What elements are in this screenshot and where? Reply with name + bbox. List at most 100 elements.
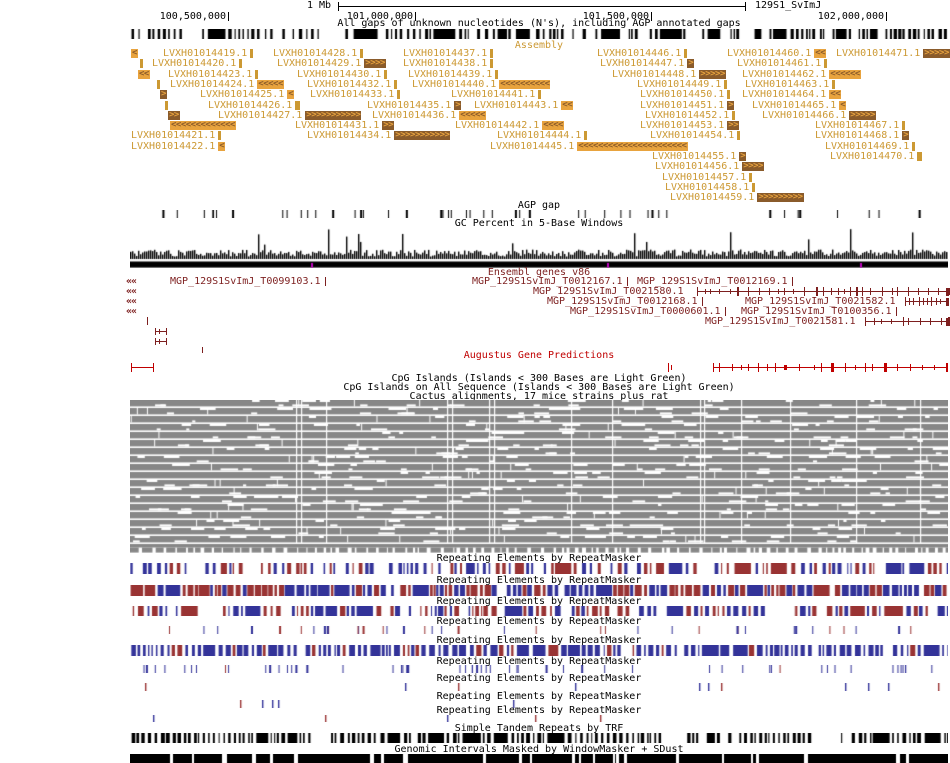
assembly-item-LVXH01014422.1[interactable]: LVXH01014422.1 <: [131, 142, 226, 152]
assembly-item-LVXH01014423.1[interactable]: LVXH01014423.1: [168, 70, 259, 80]
assembly-item-LVXH01014428.1[interactable]: LVXH01014428.1: [273, 49, 364, 59]
cactus-track-title[interactable]: Cactus alignments, 17 mice strains plus …: [409, 391, 669, 402]
agp-gap-track-canvas[interactable]: [130, 210, 948, 218]
assembly-item[interactable]: <<<<<<<<<<<<<: [170, 121, 236, 130]
assembly-item-LVXH01014470.1[interactable]: LVXH01014470.1: [830, 152, 923, 162]
gene-label-MGP_129S1SvImJ_T0012168.1[interactable]: MGP_129S1SvImJ_T0012168.1: [547, 297, 703, 307]
assembly-item[interactable]: >: [160, 90, 167, 99]
gene-label-MGP_129S1SvImJ_T0012169.1[interactable]: MGP_129S1SvImJ_T0012169.1: [637, 277, 793, 287]
assembly-item-LVXH01014436.1[interactable]: LVXH01014436.1 <<<<<: [372, 111, 486, 121]
assembly-item-LVXH01014469.1[interactable]: LVXH01014469.1: [825, 142, 916, 152]
assembly-item-LVXH01014424.1[interactable]: LVXH01014424.1 <<<<<: [170, 80, 284, 90]
assembly-item-LVXH01014434.1[interactable]: LVXH01014434.1 >>>>>>>>>>>: [307, 131, 451, 141]
gene-label-MGP_129S1SvImJ_T0012167.1[interactable]: MGP_129S1SvImJ_T0012167.1: [472, 277, 628, 287]
repeatmasker-title-9[interactable]: Repeating Elements by RepeatMasker: [436, 705, 642, 716]
cpg-islands-track-title[interactable]: CpG Islands (Islands < 300 Bases are Lig…: [391, 373, 687, 384]
assembly-item-LVXH01014426.1[interactable]: LVXH01014426.1: [208, 101, 301, 111]
assembly-item-LVXH01014471.1[interactable]: LVXH01014471.1 >>>>>: [836, 49, 950, 59]
assembly-item-LVXH01014431.1[interactable]: LVXH01014431.1 >>: [295, 121, 395, 131]
assembly-item-LVXH01014437.1[interactable]: LVXH01014437.1: [403, 49, 494, 59]
assembly-item-LVXH01014427.1[interactable]: LVXH01014427.1 >>>>>>>>>>>: [218, 111, 362, 121]
gene-label-MGP_129S1SvImJ_T0100356.1[interactable]: MGP_129S1SvImJ_T0100356.1: [741, 307, 897, 317]
assembly-item[interactable]: <<: [138, 70, 150, 79]
assembly-item-LVXH01014419.1[interactable]: LVXH01014419.1: [163, 49, 254, 59]
repeatmasker-canvas-4[interactable]: [130, 626, 948, 634]
assembly-item-LVXH01014468.1[interactable]: LVXH01014468.1 >: [815, 131, 910, 141]
repeatmasker-title-2[interactable]: Repeating Elements by RepeatMasker: [436, 575, 642, 586]
assembly-item-LVXH01014451.1[interactable]: LVXH01014451.1 >: [640, 101, 735, 111]
cactus-alignment-canvas[interactable]: [130, 400, 948, 553]
assembly-item-LVXH01014459.1[interactable]: LVXH01014459.1 >>>>>>>>>: [670, 193, 804, 203]
assembly-item-LVXH01014429.1[interactable]: LVXH01014429.1 >>>>: [277, 59, 386, 69]
assembly-item-LVXH01014456.1[interactable]: LVXH01014456.1 >>>>: [655, 162, 764, 172]
assembly-item-LVXH01014454.1[interactable]: LVXH01014454.1: [650, 131, 741, 141]
windowmasker-track-title[interactable]: Genomic Intervals Masked by WindowMasker…: [394, 744, 684, 755]
trf-track-canvas[interactable]: [130, 733, 948, 743]
ensembl-track-title[interactable]: Ensembl genes v86: [487, 267, 591, 278]
assembly-item-LVXH01014442.1[interactable]: LVXH01014442.1 <<<<: [455, 121, 564, 131]
gaps-track-title[interactable]: All gaps of unknown nucleotides (N's), i…: [337, 18, 741, 29]
assembly-item-LVXH01014466.1[interactable]: LVXH01014466.1 >>>>>: [762, 111, 876, 121]
assembly-track-title[interactable]: Assembly: [514, 40, 564, 51]
repeatmasker-canvas-6[interactable]: [130, 665, 948, 673]
assembly-item-LVXH01014447.1[interactable]: LVXH01014447.1 >: [600, 59, 695, 69]
repeatmasker-title-4[interactable]: Repeating Elements by RepeatMasker: [436, 616, 642, 627]
repeatmasker-title-8[interactable]: Repeating Elements by RepeatMasker: [436, 691, 642, 702]
gc-percent-track-canvas[interactable]: [130, 228, 948, 268]
assembly-item[interactable]: <: [131, 49, 138, 58]
repeatmasker-title-5[interactable]: Repeating Elements by RepeatMasker: [436, 635, 642, 646]
repeatmasker-title-6[interactable]: Repeating Elements by RepeatMasker: [436, 656, 642, 667]
assembly-item-LVXH01014449.1[interactable]: LVXH01014449.1: [637, 80, 728, 90]
gc-percent-track-title[interactable]: GC Percent in 5-Base Windows: [454, 218, 624, 229]
assembly-item-LVXH01014425.1[interactable]: LVXH01014425.1 <: [200, 90, 295, 100]
assembly-item-LVXH01014421.1[interactable]: LVXH01014421.1: [131, 131, 222, 141]
gene-label-MGP_129S1SvImJ_T0000601.1[interactable]: MGP_129S1SvImJ_T0000601.1: [570, 307, 726, 317]
repeatmasker-canvas-3[interactable]: [130, 606, 948, 616]
repeatmasker-canvas-2[interactable]: [130, 585, 948, 596]
trf-track-title[interactable]: Simple Tandem Repeats by TRF: [454, 723, 624, 734]
repeatmasker-title-1[interactable]: Repeating Elements by RepeatMasker: [436, 553, 642, 564]
assembly-item-LVXH01014450.1[interactable]: LVXH01014450.1: [640, 90, 731, 100]
assembly-item-LVXH01014438.1[interactable]: LVXH01014438.1: [403, 59, 494, 69]
assembly-item-LVXH01014435.1[interactable]: LVXH01014435.1 >: [367, 101, 462, 111]
assembly-item-LVXH01014462.1[interactable]: LVXH01014462.1 <<<<<<: [742, 70, 861, 80]
cpg-islands-all-track-title[interactable]: CpG Islands on All Sequence (Islands < 3…: [343, 382, 735, 393]
assembly-item-LVXH01014467.1[interactable]: LVXH01014467.1: [815, 121, 906, 131]
repeatmasker-title-7[interactable]: Repeating Elements by RepeatMasker: [436, 673, 642, 684]
assembly-item-LVXH01014457.1[interactable]: LVXH01014457.1: [662, 173, 753, 183]
gaps-track-canvas[interactable]: [130, 29, 948, 39]
assembly-item-LVXH01014432.1[interactable]: LVXH01014432.1: [307, 80, 398, 90]
assembly-item-LVXH01014461.1[interactable]: LVXH01014461.1: [737, 59, 828, 69]
assembly-item-LVXH01014439.1[interactable]: LVXH01014439.1: [408, 70, 499, 80]
gene-label-MGP_129S1SvImJ_T0021580.1[interactable]: MGP_129S1SvImJ_T0021580.1: [533, 287, 684, 297]
assembly-item-LVXH01014460.1[interactable]: LVXH01014460.1 <<: [727, 49, 827, 59]
repeatmasker-canvas-1[interactable]: [130, 563, 948, 574]
augustus-track-title[interactable]: Augustus Gene Predictions: [463, 350, 615, 361]
assembly-item-LVXH01014458.1[interactable]: LVXH01014458.1: [665, 183, 756, 193]
assembly-item-LVXH01014433.1[interactable]: LVXH01014433.1: [310, 90, 401, 100]
assembly-item-LVXH01014453.1[interactable]: LVXH01014453.1 >>: [640, 121, 740, 131]
assembly-item-LVXH01014463.1[interactable]: LVXH01014463.1: [745, 80, 836, 90]
assembly-item-LVXH01014420.1[interactable]: LVXH01014420.1: [152, 59, 243, 69]
repeatmasker-canvas-8[interactable]: [130, 700, 948, 708]
assembly-item-LVXH01014430.1[interactable]: LVXH01014430.1: [297, 70, 388, 80]
assembly-item[interactable]: [157, 80, 160, 89]
assembly-item-LVXH01014441.1[interactable]: LVXH01014441.1: [451, 90, 542, 100]
assembly-item-LVXH01014464.1[interactable]: LVXH01014464.1 <<: [742, 90, 842, 100]
gene-label-MGP_129S1SvImJ_T0099103.1[interactable]: MGP_129S1SvImJ_T0099103.1: [170, 277, 326, 287]
assembly-item-LVXH01014446.1[interactable]: LVXH01014446.1: [597, 49, 688, 59]
repeatmasker-title-3[interactable]: Repeating Elements by RepeatMasker: [436, 596, 642, 607]
repeatmasker-canvas-7[interactable]: [130, 683, 948, 691]
gene-label-MGP_129S1SvImJ_T0021582.1[interactable]: MGP_129S1SvImJ_T0021582.1: [745, 297, 896, 307]
assembly-item-LVXH01014455.1[interactable]: LVXH01014455.1 >: [652, 152, 747, 162]
assembly-item[interactable]: >>: [168, 111, 180, 120]
windowmasker-track-canvas[interactable]: [130, 754, 948, 763]
repeatmasker-canvas-9[interactable]: [130, 715, 948, 722]
assembly-item-LVXH01014448.1[interactable]: LVXH01014448.1 >>>>>: [612, 70, 726, 80]
assembly-item-LVXH01014443.1[interactable]: LVXH01014443.1 <<: [474, 101, 574, 111]
agp-gap-track-title[interactable]: AGP gap: [517, 200, 561, 211]
gene-label-MGP_129S1SvImJ_T0021581.1[interactable]: MGP_129S1SvImJ_T0021581.1: [705, 317, 856, 327]
assembly-item-LVXH01014445.1[interactable]: LVXH01014445.1 <<<<<<<<<<<<<<<<<<<<<<: [490, 142, 688, 152]
assembly-item-LVXH01014465.1[interactable]: LVXH01014465.1 <: [752, 101, 847, 111]
assembly-item-LVXH01014440.1[interactable]: LVXH01014440.1 <<<<<<<<<<: [412, 80, 551, 90]
